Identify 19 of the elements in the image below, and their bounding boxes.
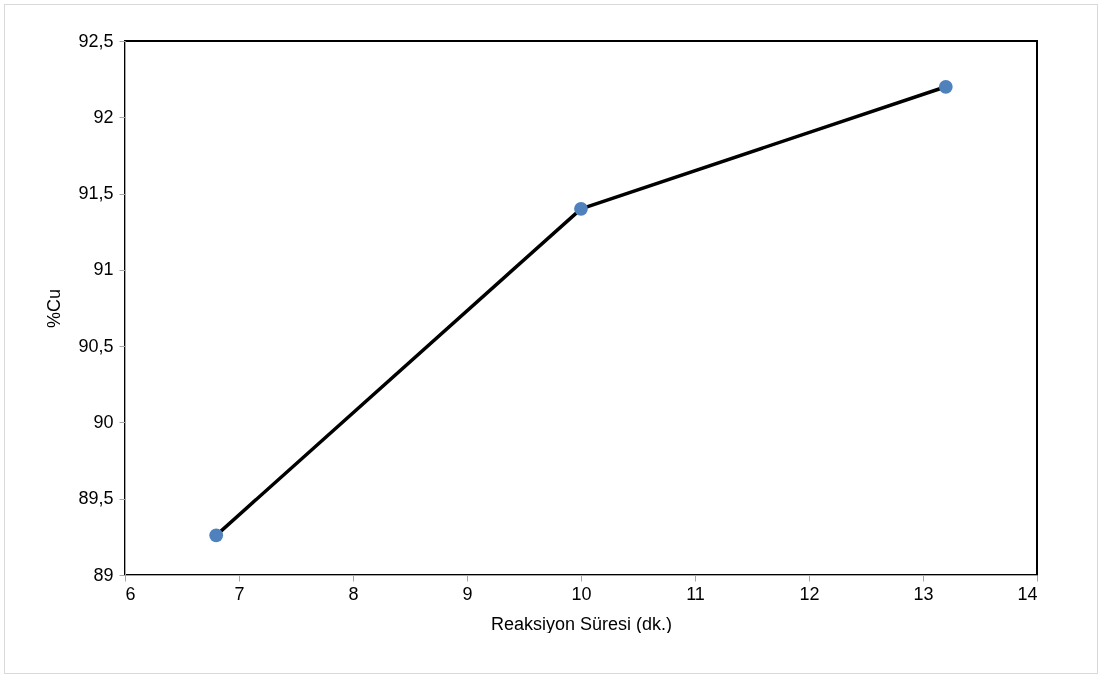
x-tick-label: 7 <box>234 583 245 604</box>
x-tick-label: 9 <box>462 583 473 604</box>
y-tick-label: 89,5 <box>78 488 114 509</box>
x-tick-label: 11 <box>686 583 705 604</box>
y-axis-title: %Cu <box>44 288 65 329</box>
x-axis-title: Reaksiyon Süresi (dk.) <box>490 613 673 634</box>
y-tick-label: 92 <box>93 106 114 127</box>
y-tick-label: 91 <box>93 259 114 280</box>
y-tick-label: 90,5 <box>78 335 114 356</box>
x-tick-label: 14 <box>1017 583 1038 604</box>
x-tick-label: 8 <box>348 583 359 604</box>
x-tick-label: 6 <box>125 583 136 604</box>
x-tick-label: 13 <box>913 583 934 604</box>
y-tick-label: 90 <box>93 411 114 432</box>
y-tick-label: 92,5 <box>78 30 114 51</box>
y-tick-label: 91,5 <box>78 183 114 204</box>
y-tick-label: 89 <box>93 564 114 585</box>
x-tick-label: 12 <box>799 583 820 604</box>
x-tick-label: 10 <box>571 583 592 604</box>
